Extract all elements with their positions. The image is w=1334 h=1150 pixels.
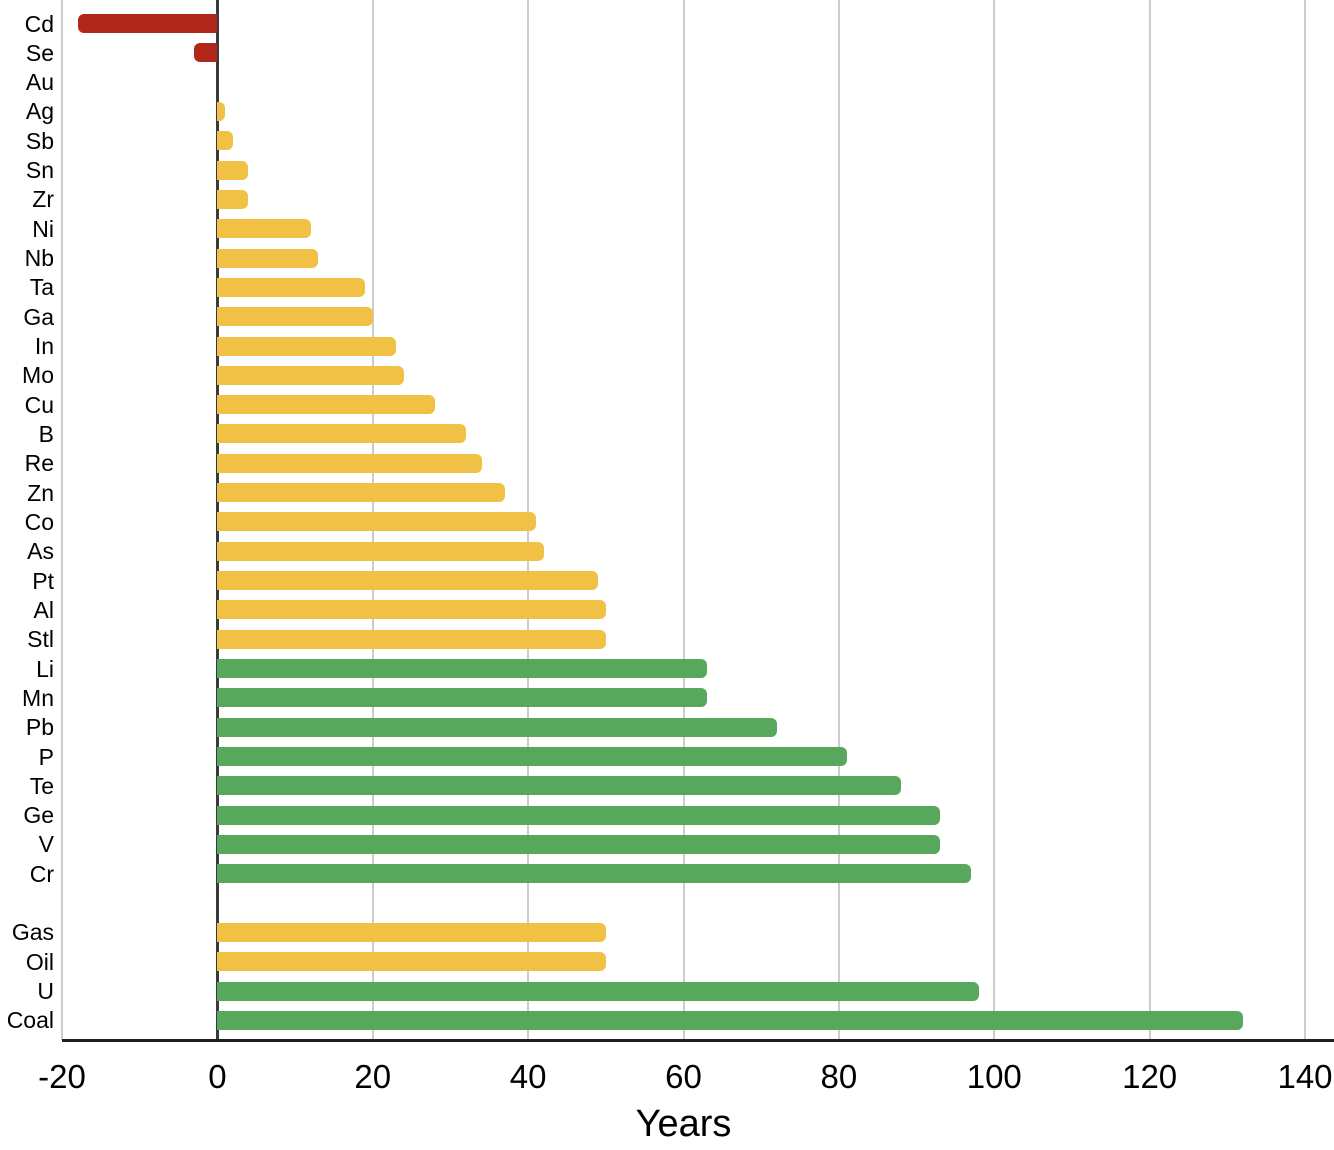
category-label-Pt: Pt — [32, 567, 54, 594]
gridline-120 — [1148, 0, 1151, 1040]
bar-As — [217, 541, 544, 561]
category-label-B: B — [38, 420, 54, 447]
category-label-U: U — [37, 978, 54, 1005]
bar-P — [217, 747, 847, 766]
category-label-Nb: Nb — [24, 245, 54, 272]
category-label-Ge: Ge — [23, 802, 54, 829]
x-tick-label-0: 0 — [208, 1058, 227, 1095]
bar-U — [217, 981, 979, 1001]
bar-V — [217, 834, 940, 854]
category-label-Sb: Sb — [25, 127, 54, 154]
bar-Co — [217, 512, 536, 532]
category-label-V: V — [38, 831, 54, 858]
category-label-Ni: Ni — [32, 215, 54, 242]
category-label-Mn: Mn — [22, 684, 54, 711]
category-label-Te: Te — [29, 772, 54, 799]
bar-Ta — [217, 277, 365, 297]
x-tick-label-120: 120 — [1122, 1058, 1178, 1095]
bar-Mo — [217, 365, 404, 385]
bar-Ga — [217, 307, 373, 327]
x-tick-label--20: -20 — [38, 1058, 86, 1095]
bar-Te — [217, 776, 902, 796]
category-label-Oil: Oil — [25, 948, 54, 975]
bar-Oil — [217, 952, 606, 972]
gridline-60 — [682, 0, 685, 1040]
category-label-Ag: Ag — [25, 98, 54, 125]
category-label-Cr: Cr — [29, 860, 54, 887]
category-label-Cu: Cu — [24, 391, 54, 418]
gridline--20 — [61, 0, 63, 1040]
category-label-Ga: Ga — [23, 303, 54, 330]
bar-Sn — [217, 160, 249, 180]
category-label-Coal: Coal — [6, 1007, 54, 1034]
category-label-Stl: Stl — [27, 626, 54, 653]
x-tick-label-20: 20 — [354, 1058, 392, 1095]
bar-In — [217, 336, 397, 356]
category-label-Gas: Gas — [11, 919, 54, 946]
x-tick-label-60: 60 — [665, 1058, 702, 1095]
category-label-As: As — [27, 538, 54, 565]
bar-Mn — [217, 688, 707, 708]
bar-Pb — [217, 717, 777, 737]
category-label-Co: Co — [24, 508, 54, 535]
x-axis-title: Years — [635, 1103, 732, 1145]
bar-Ni — [217, 219, 311, 239]
plot-area — [61, 0, 1306, 1040]
x-tick-label-40: 40 — [509, 1058, 547, 1095]
category-label-In: In — [34, 333, 54, 360]
category-label-P: P — [38, 743, 54, 770]
category-label-Li: Li — [36, 655, 54, 682]
bar-Coal — [217, 1010, 1243, 1030]
bar-Sb — [217, 131, 233, 151]
bar-Pt — [217, 571, 599, 591]
bar-Re — [217, 453, 482, 473]
x-tick-label-140: 140 — [1277, 1058, 1333, 1095]
bar-Cd — [77, 14, 218, 33]
category-label-Zr: Zr — [32, 186, 54, 213]
category-label-Au: Au — [25, 69, 54, 96]
bar-Li — [217, 659, 707, 679]
x-tick-label-100: 100 — [966, 1058, 1022, 1095]
x-tick-label-80: 80 — [820, 1058, 858, 1095]
bar-Stl — [217, 629, 606, 649]
bar-Ag — [217, 101, 226, 121]
category-label-Ta: Ta — [29, 274, 54, 301]
category-label-Al: Al — [33, 596, 54, 623]
bar-Zr — [217, 189, 249, 209]
category-label-Zn: Zn — [27, 479, 54, 506]
bar-Ge — [217, 805, 940, 825]
bar-Cr — [217, 864, 971, 884]
bar-B — [217, 424, 466, 444]
bar-Nb — [217, 248, 319, 268]
category-label-Se: Se — [25, 39, 54, 66]
bar-Se — [194, 43, 218, 63]
x-axis-line — [62, 1039, 1334, 1042]
category-label-Pb: Pb — [25, 714, 54, 741]
gridline-140 — [1304, 0, 1306, 1040]
bar-Gas — [217, 922, 606, 942]
gridline-80 — [837, 0, 840, 1040]
gridline-100 — [993, 0, 996, 1040]
bar-Al — [217, 600, 606, 620]
category-label-Mo: Mo — [22, 362, 54, 389]
category-label-Sn: Sn — [25, 157, 54, 184]
bar-Cu — [217, 395, 435, 415]
bar-Zn — [217, 483, 505, 503]
category-label-Cd: Cd — [24, 10, 54, 37]
category-label-Re: Re — [24, 450, 54, 477]
